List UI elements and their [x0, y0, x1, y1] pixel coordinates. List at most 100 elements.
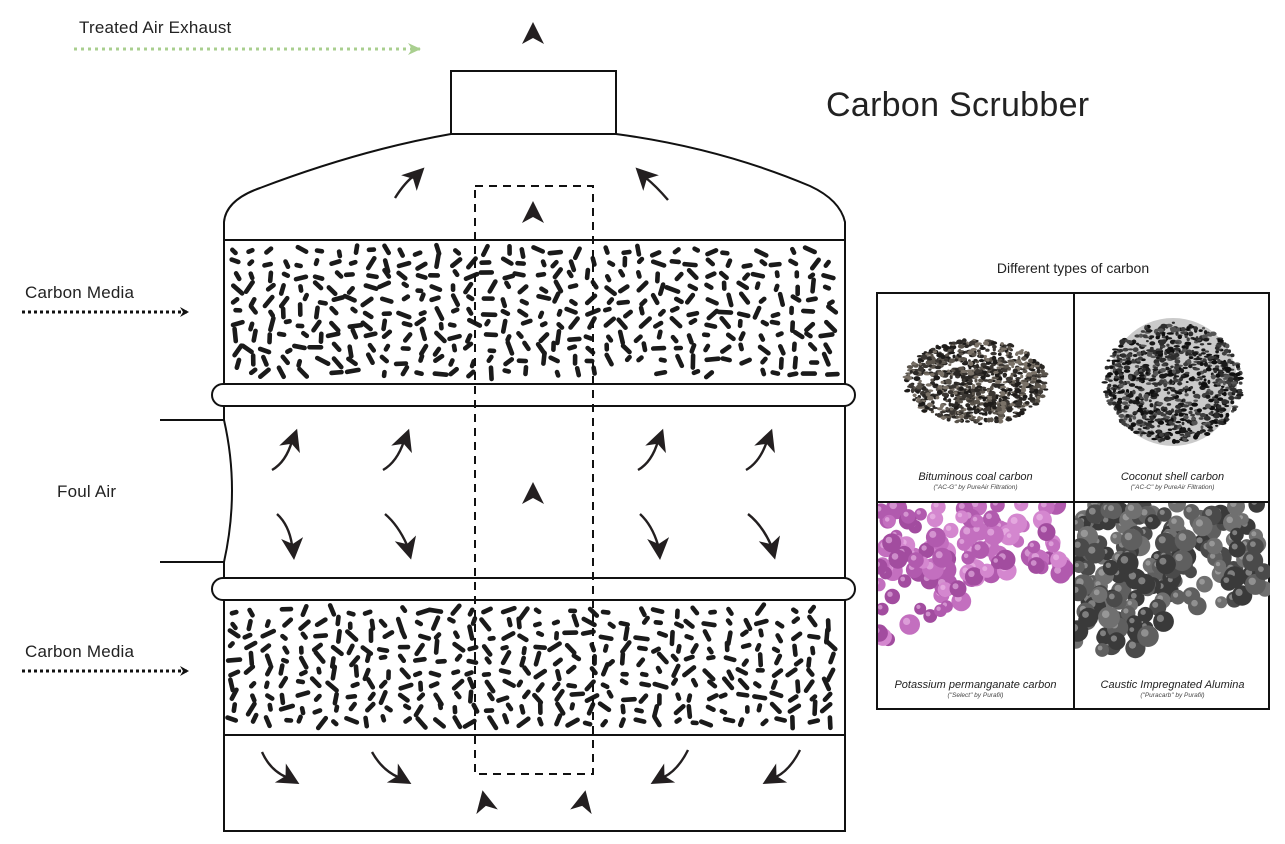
carbon-granule — [398, 682, 414, 691]
carbon-granule — [362, 667, 371, 682]
carbon-granule — [480, 312, 498, 318]
carbon-granule — [415, 288, 424, 294]
carbon-granule — [707, 679, 718, 689]
carbon-granule — [467, 676, 476, 690]
carbon-granule — [448, 358, 455, 367]
carbon-granule — [463, 281, 474, 295]
carbon-granule — [434, 330, 447, 344]
carbon-granule — [431, 615, 441, 631]
carbon-granule — [704, 282, 714, 290]
carbon-granule — [467, 644, 479, 652]
carbon-granule — [317, 300, 328, 306]
carbon-granule — [414, 316, 427, 327]
carbon-granule — [260, 643, 272, 653]
carbon-granule — [752, 305, 762, 320]
carbon-granule — [452, 715, 463, 730]
carbon-granule — [262, 294, 275, 309]
carbon-granule — [555, 701, 566, 716]
carbon-granule — [674, 608, 680, 620]
carbon-granule — [638, 606, 647, 618]
carbon-granule — [633, 334, 643, 344]
carbon-granule — [393, 361, 409, 367]
carbon-granule — [773, 283, 780, 293]
carbon-granule — [547, 641, 562, 653]
carbon-granule — [452, 704, 458, 715]
carbon-granule — [705, 257, 716, 267]
carbon-granule — [479, 617, 492, 632]
carbon-granule — [774, 270, 780, 279]
carbon-granule — [812, 699, 818, 717]
carbon-granule — [433, 632, 442, 640]
carbon-granule — [400, 346, 411, 352]
carbon-granule — [353, 243, 360, 255]
carbon-granule — [346, 356, 358, 367]
carbon-granule — [478, 270, 495, 275]
carbon-granule — [758, 296, 767, 304]
carbon-granule — [655, 665, 663, 674]
exhaust-label: Treated Air Exhaust — [79, 18, 232, 37]
carbon-granule — [565, 717, 580, 728]
carbon-granule — [587, 606, 600, 618]
carbon-granule — [264, 653, 273, 668]
carbon-granule — [381, 318, 388, 332]
carbon-granule — [350, 327, 359, 340]
carbon-granule — [247, 607, 255, 618]
carbon-granule — [327, 603, 337, 617]
carbon-granule — [787, 694, 799, 703]
carbon-granule — [496, 695, 510, 703]
carbon-granule — [755, 602, 767, 616]
carbon-granule — [484, 656, 492, 665]
carbon-granule — [500, 644, 509, 651]
carbon-granule — [229, 609, 239, 616]
carbon-granule — [725, 332, 736, 342]
carbon-granule — [314, 248, 325, 254]
carbon-granule — [522, 665, 532, 676]
carbon-granule — [438, 321, 444, 331]
carbon-granule — [792, 643, 798, 657]
carbon-granule — [451, 343, 458, 353]
carbon-granule — [429, 295, 441, 303]
carbon-granule — [415, 273, 428, 280]
carbon-granule — [384, 705, 393, 713]
carbon-granule — [566, 269, 574, 279]
carbon-granule — [362, 609, 373, 616]
carbon-granule — [683, 618, 695, 629]
carbon-granule — [518, 606, 530, 621]
carbon-granule — [584, 267, 591, 281]
airflow-arrow-curve — [747, 513, 773, 546]
carbon-granule — [230, 247, 238, 256]
carbon-granule — [821, 351, 831, 367]
carbon-granule — [293, 274, 309, 282]
carbon-granule — [419, 292, 426, 302]
carbon-granule — [604, 352, 614, 367]
carbon-granule — [450, 307, 460, 314]
carbon-granule — [809, 257, 821, 271]
carbon-granule — [686, 333, 694, 345]
carbon-granule — [243, 279, 255, 295]
carbon-granule — [316, 666, 322, 675]
carbon-granule — [401, 321, 413, 328]
carbon-granule — [619, 678, 629, 686]
carbon-granule — [705, 704, 716, 713]
carbon-granule — [295, 678, 306, 685]
carbon-granule — [378, 618, 388, 628]
carbon-type-subtitle: ("Select" by Purafil) — [947, 692, 1004, 699]
carbon-granule — [487, 691, 495, 702]
carbon-granule — [818, 332, 835, 339]
carbon-granule — [230, 297, 240, 305]
airflow-arrow-curve — [745, 440, 769, 472]
carbon-granule — [554, 713, 563, 727]
carbon-granule — [791, 341, 797, 352]
carbon-granule — [758, 333, 766, 342]
carbon-granule — [675, 692, 682, 701]
carbon-granule — [774, 653, 783, 666]
carbon-granule — [419, 343, 429, 357]
carbon-granule — [536, 293, 552, 301]
carbon-granule — [771, 646, 781, 654]
carbon-granule — [618, 268, 626, 278]
carbon-granule — [769, 319, 781, 326]
carbon-granule — [325, 680, 339, 693]
carbon-granule — [364, 651, 372, 664]
carbon-granule — [414, 642, 425, 657]
carbon-granule — [313, 650, 326, 664]
